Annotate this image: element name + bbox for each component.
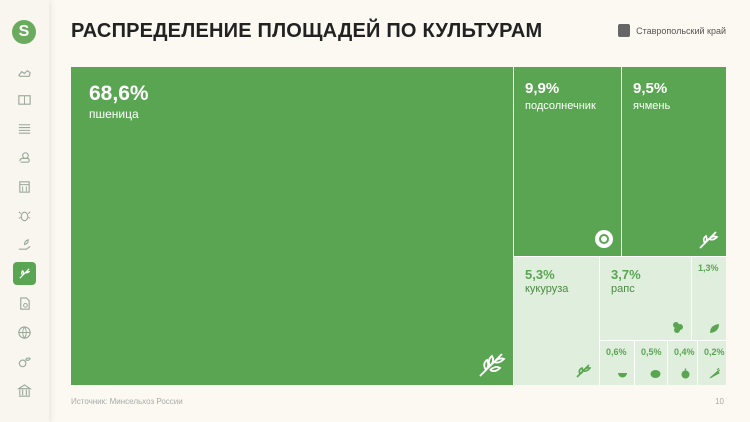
tile-other-3-value: 0,5% [641, 347, 662, 357]
treemap-chart: 68,6% пшеница 9,9% подсолнечник 9,5% ячм… [71, 67, 726, 385]
map-icon [18, 69, 31, 77]
vegetable-icon [681, 368, 690, 379]
hand-sprout-icon [18, 239, 31, 250]
rapeseed-icon [673, 322, 683, 333]
tile-rapeseed[interactable]: 3,7% рапс [600, 257, 692, 341]
tile-rapeseed-value: 3,7% [611, 267, 641, 282]
region-name: Ставропольский край [636, 25, 726, 36]
fruit-icon [18, 357, 31, 368]
tile-rapeseed-label: рапс [611, 283, 635, 295]
leaf-icon [710, 324, 719, 333]
tile-other-2-value: 0,6% [606, 347, 627, 357]
tile-other-2[interactable]: 0,6% [600, 341, 635, 385]
tile-wheat-value: 68,6% [89, 82, 149, 105]
tile-barley-value: 9,5% [633, 80, 668, 97]
wheat-icon [479, 353, 506, 377]
sidebar-item-fruit[interactable] [13, 350, 36, 373]
logo[interactable]: S [12, 20, 36, 44]
sidebar-item-government[interactable] [13, 379, 36, 402]
pest-icon [18, 211, 31, 222]
sidebar-item-pest[interactable] [13, 204, 36, 227]
region-label[interactable]: Ставропольский край [618, 24, 726, 37]
tile-other-1[interactable]: 1,3% [692, 257, 726, 341]
calendar-icon [19, 181, 30, 193]
field-icon [18, 124, 31, 134]
government-icon [17, 384, 32, 397]
source-note: Источник: Минсельхоз России [71, 397, 183, 406]
carrot-icon [709, 368, 720, 379]
sidebar-item-crops[interactable] [13, 262, 36, 285]
sidebar-item-document[interactable] [13, 292, 36, 315]
tile-other-5[interactable]: 0,2% [698, 341, 726, 385]
sidebar-item-calendar[interactable] [13, 175, 36, 198]
sidebar-item-farm[interactable] [13, 88, 36, 111]
tile-sunflower-label: подсолнечник [525, 100, 596, 112]
tile-other-1-value: 1,3% [698, 263, 719, 273]
tile-barley-label: ячмень [633, 100, 671, 112]
farm-icon [18, 95, 31, 105]
corn-icon [576, 364, 592, 378]
tile-wheat[interactable]: 68,6% пшеница [71, 67, 514, 385]
potato-icon [650, 370, 661, 378]
sidebar: S [0, 0, 49, 422]
weather-icon [19, 152, 30, 163]
barley-icon [699, 231, 719, 249]
crops-icon [19, 268, 31, 279]
globe-icon [18, 326, 31, 339]
tile-other-4-value: 0,4% [674, 347, 695, 357]
tile-other-4[interactable]: 0,4% [668, 341, 698, 385]
tile-corn-value: 5,3% [525, 267, 555, 282]
tile-other-5-value: 0,2% [704, 347, 725, 357]
tile-sunflower[interactable]: 9,9% подсолнечник [514, 67, 622, 257]
tile-wheat-label: пшеница [89, 107, 139, 121]
sidebar-item-field[interactable] [13, 117, 36, 140]
page-title: РАСПРЕДЕЛЕНИЕ ПЛОЩАДЕЙ ПО КУЛЬТУРАМ [71, 20, 543, 42]
page-number: 10 [715, 397, 724, 406]
tile-sunflower-value: 9,9% [525, 80, 560, 97]
tile-other-3[interactable]: 0,5% [635, 341, 668, 385]
sidebar-item-hand-sprout[interactable] [13, 233, 36, 256]
tile-barley[interactable]: 9,5% ячмень [622, 67, 726, 257]
melon-icon [618, 373, 627, 378]
sidebar-item-map[interactable] [13, 62, 36, 85]
tile-corn[interactable]: 5,3% кукуруза [514, 257, 600, 385]
tile-corn-label: кукуруза [525, 283, 569, 295]
sidebar-item-weather[interactable] [13, 146, 36, 169]
sunflower-icon [595, 230, 613, 248]
document-icon [20, 297, 30, 310]
region-emblem-icon [618, 24, 631, 37]
sidebar-item-globe[interactable] [13, 321, 36, 344]
